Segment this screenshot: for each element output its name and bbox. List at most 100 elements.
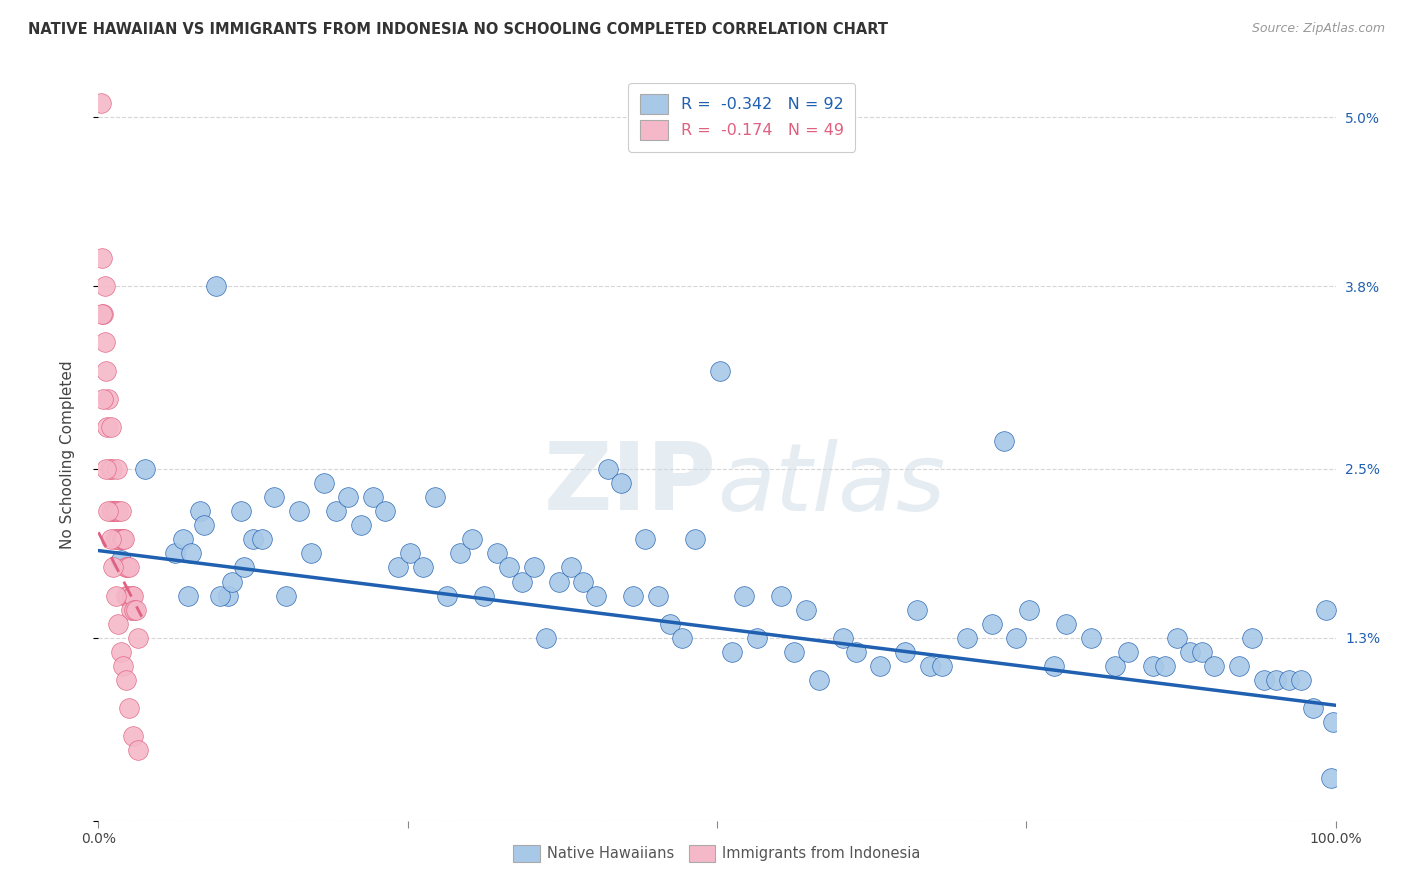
- Point: [1240, 631, 1263, 645]
- Point: [350, 518, 373, 533]
- Point: [869, 659, 891, 673]
- Point: [93, 279, 115, 293]
- Point: [1154, 659, 1177, 673]
- Point: [110, 553, 132, 567]
- Point: [1054, 616, 1077, 631]
- Point: [103, 504, 125, 518]
- Point: [93, 335, 115, 350]
- Point: [572, 574, 595, 589]
- Point: [485, 546, 508, 560]
- Point: [423, 490, 446, 504]
- Point: [1265, 673, 1288, 687]
- Point: [103, 533, 125, 547]
- Point: [1116, 645, 1139, 659]
- Point: [956, 631, 979, 645]
- Point: [1278, 673, 1301, 687]
- Point: [1319, 772, 1341, 786]
- Point: [449, 546, 471, 560]
- Point: [1166, 631, 1188, 645]
- Point: [598, 462, 620, 476]
- Point: [94, 462, 117, 476]
- Point: [96, 419, 118, 434]
- Point: [104, 504, 127, 518]
- Point: [399, 546, 422, 560]
- Y-axis label: No Schooling Completed: No Schooling Completed: [60, 360, 75, 549]
- Text: Source: ZipAtlas.com: Source: ZipAtlas.com: [1251, 22, 1385, 36]
- Point: [474, 589, 496, 603]
- Point: [461, 533, 484, 547]
- Point: [90, 96, 112, 111]
- Point: [609, 476, 631, 491]
- Point: [634, 533, 657, 547]
- Point: [1227, 659, 1250, 673]
- Point: [1315, 602, 1337, 616]
- Point: [91, 307, 114, 321]
- Point: [387, 560, 409, 574]
- Point: [118, 701, 141, 715]
- Point: [104, 589, 127, 603]
- Point: [105, 462, 128, 476]
- Point: [263, 490, 285, 504]
- Point: [299, 546, 322, 560]
- Point: [536, 631, 558, 645]
- Point: [1178, 645, 1201, 659]
- Point: [783, 645, 806, 659]
- Point: [709, 363, 731, 377]
- Point: [93, 307, 115, 321]
- Point: [193, 518, 215, 533]
- Point: [845, 645, 868, 659]
- Point: [276, 589, 298, 603]
- Point: [1005, 631, 1028, 645]
- Point: [100, 419, 122, 434]
- Point: [107, 504, 129, 518]
- Point: [1104, 659, 1126, 673]
- Point: [114, 673, 136, 687]
- Point: [807, 673, 830, 687]
- Point: [659, 616, 682, 631]
- Point: [1018, 602, 1040, 616]
- Point: [112, 533, 135, 547]
- Point: [112, 533, 135, 547]
- Point: [208, 589, 231, 603]
- Point: [585, 589, 607, 603]
- Point: [229, 504, 252, 518]
- Point: [621, 589, 644, 603]
- Point: [121, 589, 143, 603]
- Point: [172, 533, 194, 547]
- Point: [221, 574, 243, 589]
- Point: [993, 434, 1015, 448]
- Point: [1289, 673, 1312, 687]
- Point: [112, 659, 135, 673]
- Point: [498, 560, 520, 574]
- Text: NATIVE HAWAIIAN VS IMMIGRANTS FROM INDONESIA NO SCHOOLING COMPLETED CORRELATION : NATIVE HAWAIIAN VS IMMIGRANTS FROM INDON…: [28, 22, 889, 37]
- Point: [1191, 645, 1213, 659]
- Point: [107, 616, 129, 631]
- Point: [523, 560, 546, 574]
- Point: [1322, 715, 1344, 730]
- Point: [180, 546, 202, 560]
- Point: [312, 476, 335, 491]
- Point: [1042, 659, 1064, 673]
- Point: [325, 504, 347, 518]
- Point: [103, 560, 125, 574]
- Point: [188, 504, 211, 518]
- Point: [980, 616, 1002, 631]
- Text: atlas: atlas: [717, 439, 945, 530]
- Point: [931, 659, 953, 673]
- Point: [894, 645, 917, 659]
- Point: [337, 490, 360, 504]
- Point: [547, 574, 569, 589]
- Point: [93, 392, 115, 406]
- Point: [733, 589, 755, 603]
- Point: [114, 589, 136, 603]
- Point: [176, 589, 198, 603]
- Point: [124, 602, 146, 616]
- Point: [560, 560, 582, 574]
- Point: [1080, 631, 1102, 645]
- Point: [832, 631, 855, 645]
- Point: [120, 602, 142, 616]
- Point: [745, 631, 768, 645]
- Point: [671, 631, 693, 645]
- Point: [117, 589, 139, 603]
- Point: [134, 462, 156, 476]
